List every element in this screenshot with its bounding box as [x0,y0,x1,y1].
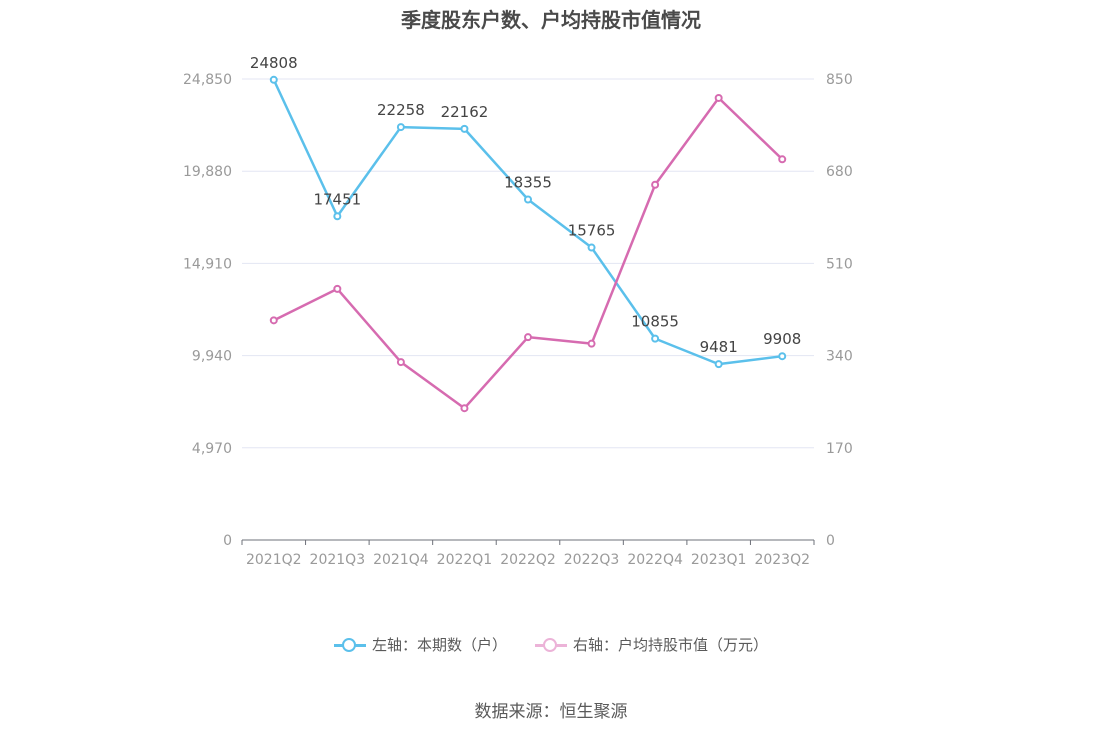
data-label: 22258 [377,101,425,119]
data-point [269,75,278,84]
data-point [714,93,723,102]
data-label: 9908 [763,330,801,348]
data-point [778,155,787,164]
x-tick-label: 2022Q3 [564,552,620,568]
data-point [460,124,469,133]
legend-label-left: 左轴：本期数（户） [371,636,507,654]
data-point [524,333,532,342]
data-label: 17451 [313,190,361,208]
axes: 0 0 4,970 170 9,940 340 14,910 510 19,880 680 24,8… [183,72,853,568]
data-point [396,123,405,132]
x-tick-label: 2022Q4 [627,552,683,568]
data-point [396,358,405,367]
right-tick-label: 510 [826,256,853,272]
x-tick-label: 2021Q4 [373,552,429,568]
left-tick-label: 9,940 [192,349,232,365]
right-tick-label: 850 [826,72,853,88]
data-point [587,339,596,348]
x-tick-label: 2021Q2 [246,552,302,568]
x-tick-label: 2023Q1 [691,552,747,568]
series-line [273,96,784,410]
left-tick-label: 0 [223,533,232,549]
data-labels: 24808 17451 22258 22162 18355 15765 10855 9481 9… [250,54,801,356]
left-tick-label: 24,850 [183,72,232,88]
data-point [778,352,787,361]
right-tick-label: 170 [826,441,853,457]
data-point [651,334,660,343]
right-tick-label: 0 [826,533,835,549]
data-point [714,360,723,369]
data-point [651,180,660,189]
left-tick-label: 19,880 [183,164,232,180]
series-line [272,79,783,366]
x-tick-label: 2022Q1 [437,552,493,568]
series [269,75,787,413]
data-source: 数据来源：恒生聚源 [474,702,628,722]
legend: 左轴：本期数（户） 右轴：户均持股市值（万元） [0,634,1102,655]
data-label: 18355 [504,173,552,191]
legend-label-right: 右轴：户均持股市值（万元） [573,636,769,654]
grid-lines [242,78,814,449]
x-tick-label: 2021Q3 [310,552,366,568]
data-point [333,212,342,221]
data-point [524,195,532,204]
data-point [269,316,278,325]
legend-marker-right [535,637,567,652]
data-label: 15765 [568,222,616,240]
data-point [333,284,342,293]
legend-item-right[interactable]: 右轴：户均持股市值（万元） [535,634,768,655]
legend-marker-left [333,637,366,652]
right-tick-label: 680 [826,164,853,180]
data-point [587,243,596,252]
legend-item-left[interactable]: 左轴：本期数（户） [333,634,507,655]
data-label: 10855 [631,313,679,331]
x-tick-label: 2023Q2 [754,552,810,568]
data-label: 24808 [250,54,298,72]
chart-title: 季度股东户数、户均持股市值情况 [401,8,701,32]
data-point [460,404,469,413]
data-label: 9481 [700,338,738,356]
x-tick-label: 2022Q2 [500,552,556,568]
data-label: 22162 [441,103,489,121]
left-tick-label: 4,970 [192,441,232,457]
right-tick-label: 340 [826,349,853,365]
left-tick-label: 14,910 [183,256,232,272]
